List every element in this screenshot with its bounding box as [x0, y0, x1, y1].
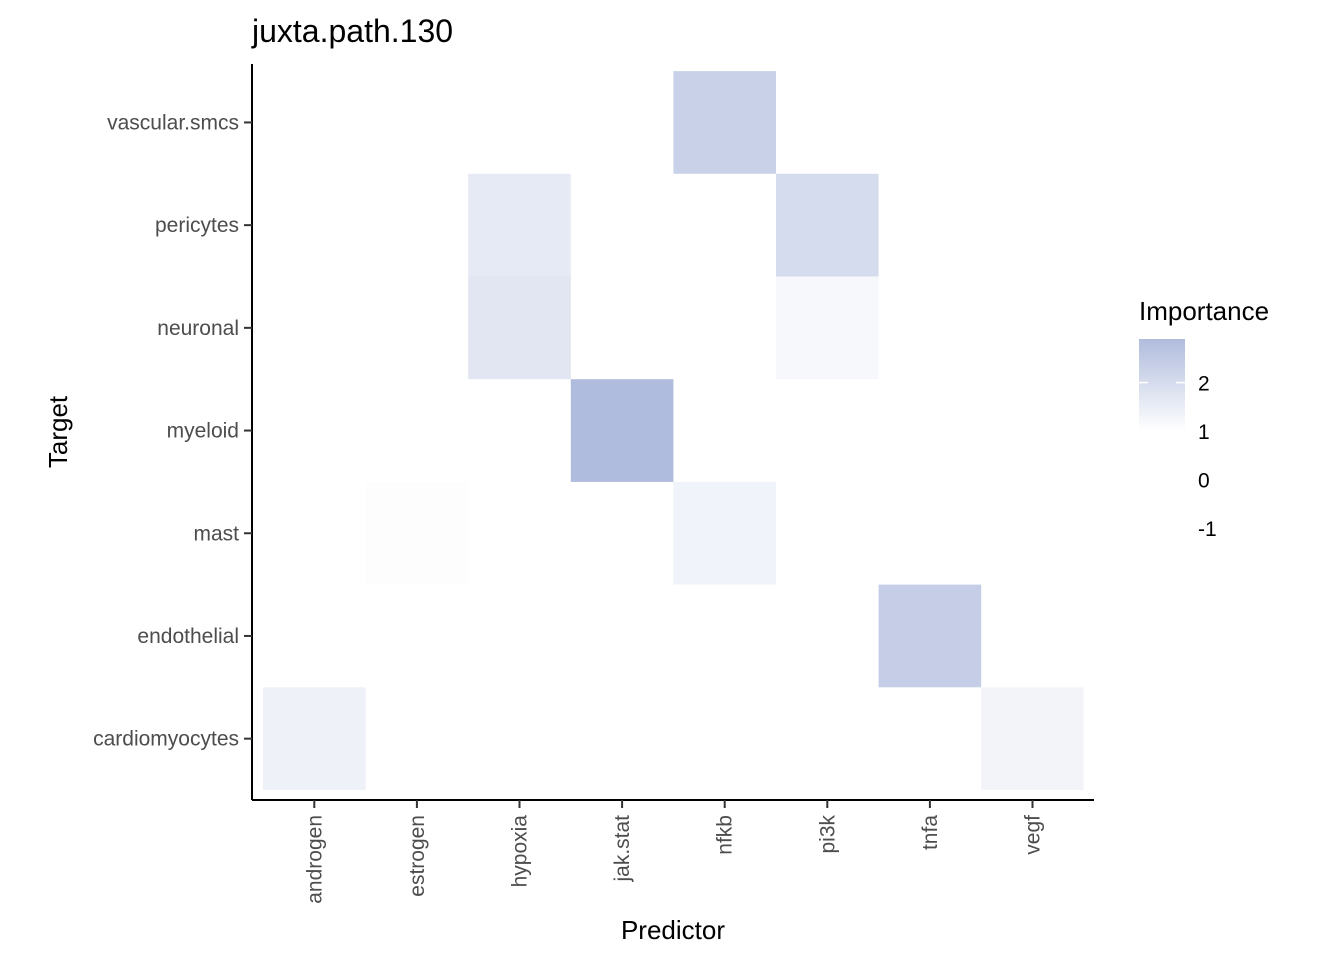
legend-colorbar [1139, 339, 1185, 431]
legend-tick-label: 1 [1198, 421, 1210, 444]
y-tick-label: neuronal [157, 317, 239, 340]
heatmap-cell [570, 379, 674, 482]
heatmap-cell [468, 276, 571, 380]
heatmap-cell [263, 687, 366, 790]
x-tick-label: pi3k [816, 815, 839, 854]
x-tick-label: jak.stat [611, 815, 634, 883]
y-axis-ticks: cardiomyocytes endothelial mast myeloid neur… [93, 111, 252, 751]
heatmap-cell [776, 173, 879, 277]
heatmap-cell [776, 276, 879, 380]
heatmap-cell [365, 481, 469, 585]
x-tick-label: androgen [303, 815, 326, 904]
legend-title: Importance [1139, 296, 1269, 326]
x-tick-label: vegf [1022, 815, 1045, 855]
heatmap-cell [673, 71, 776, 174]
y-tick-label: pericytes [155, 214, 239, 237]
heatmap-cells [263, 71, 1084, 790]
x-tick-label: estrogen [406, 815, 429, 897]
y-tick-label: endothelial [137, 625, 239, 648]
x-tick-label: nfkb [714, 815, 737, 855]
y-tick-label: mast [193, 522, 239, 545]
legend: Importance 2 1 0 -1 [1139, 296, 1269, 541]
y-axis-title: Target [43, 395, 73, 468]
legend-ticks: 2 1 0 -1 [1139, 373, 1217, 541]
x-tick-label: hypoxia [509, 815, 532, 888]
legend-tick-label: 2 [1198, 373, 1210, 396]
heatmap-cell [981, 687, 1084, 790]
y-tick-label: myeloid [167, 420, 239, 443]
x-axis-title: Predictor [621, 915, 725, 945]
x-tick-label: tnfa [919, 815, 942, 850]
legend-tick-label: -1 [1198, 518, 1217, 541]
heatmap-cell [878, 584, 982, 688]
legend-tick-label: 0 [1198, 469, 1210, 492]
heatmap-cell [673, 481, 776, 585]
heatmap-cell [468, 173, 571, 277]
y-tick-label: cardiomyocytes [93, 728, 239, 751]
y-tick-label: vascular.smcs [107, 111, 239, 134]
chart-title: juxta.path.130 [251, 13, 453, 49]
x-axis-ticks: androgen estrogen hypoxia jak.stat nfkb pi3k t… [303, 800, 1045, 904]
